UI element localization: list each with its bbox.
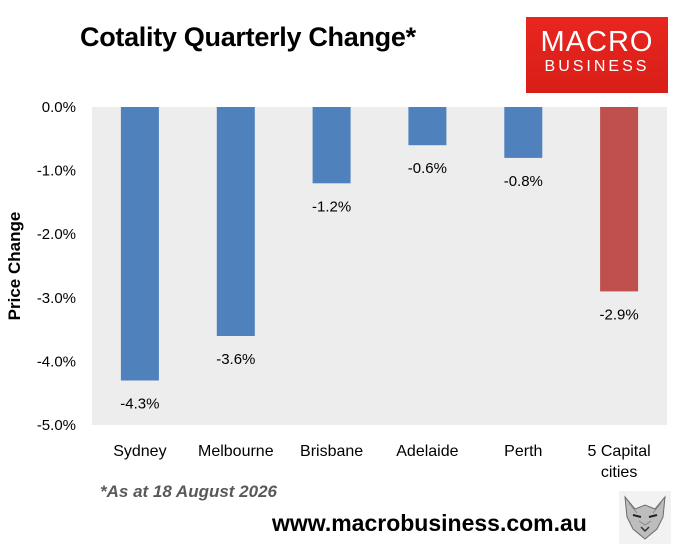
bar	[216, 107, 255, 336]
x-tick-label: Brisbane	[300, 443, 363, 460]
wolf-emblem-icon	[619, 491, 671, 544]
x-tick-label: Perth	[504, 443, 542, 460]
x-tick-label: Sydney	[113, 443, 166, 460]
bar	[408, 107, 447, 146]
bar	[504, 107, 543, 158]
y-tick-label: -2.0%	[37, 226, 76, 243]
website-url: www.macrobusiness.com.au	[272, 510, 587, 536]
footnote: *As at 18 August 2026	[100, 482, 277, 501]
logo-line-macro: MACRO	[540, 26, 654, 58]
bar	[120, 107, 159, 381]
y-tick-label: -5.0%	[37, 417, 76, 434]
logo-line-business: BUSINESS	[544, 58, 650, 75]
y-axis-label: Price Change	[5, 212, 24, 321]
macrobusiness-logo: MACRO BUSINESS	[526, 17, 668, 93]
data-label: -3.6%	[216, 351, 255, 368]
x-tick-label: Adelaide	[396, 443, 458, 460]
y-tick-label: 0.0%	[42, 99, 76, 116]
y-tick-label: -3.0%	[37, 290, 76, 307]
data-label: -4.3%	[120, 396, 159, 413]
data-label: -2.9%	[600, 306, 639, 323]
bar	[600, 107, 639, 292]
chart-title: Cotality Quarterly Change*	[80, 22, 416, 52]
y-tick-label: -4.0%	[37, 353, 76, 370]
data-label: -1.2%	[312, 198, 351, 215]
bar	[312, 107, 351, 184]
x-tick-label: Melbourne	[198, 443, 274, 460]
data-label: -0.6%	[408, 160, 447, 177]
plot-area	[92, 107, 667, 425]
y-tick-label: -1.0%	[37, 163, 76, 180]
data-label: -0.8%	[504, 173, 543, 190]
x-tick-label: 5 Capital cities	[588, 443, 651, 481]
